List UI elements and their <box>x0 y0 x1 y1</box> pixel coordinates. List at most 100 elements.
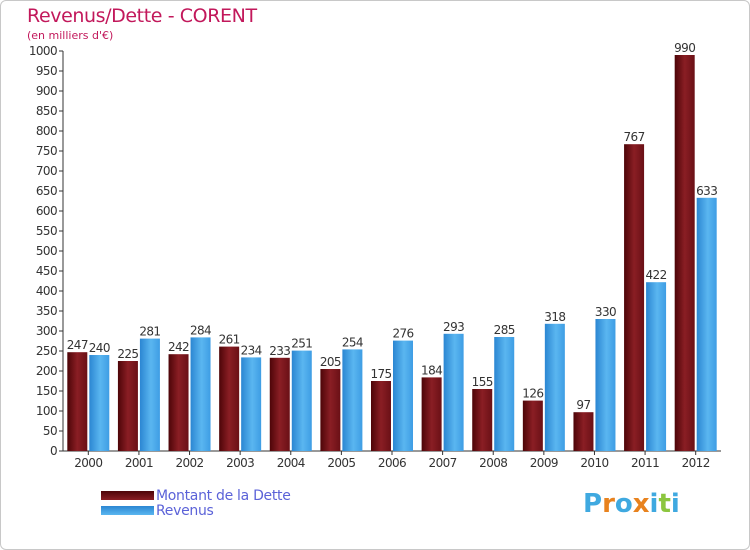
x-tick-label: 2012 <box>682 456 710 470</box>
y-tick-label: 750 <box>36 144 57 158</box>
x-tick-label: 2011 <box>631 456 659 470</box>
legend-swatch-debt <box>101 491 154 500</box>
y-tick-label: 500 <box>36 244 57 258</box>
bar-debt <box>168 354 189 451</box>
y-tick-label: 950 <box>36 64 57 78</box>
logo-letter: t <box>658 489 671 519</box>
chart-title: Revenus/Dette - CORENT <box>27 5 257 27</box>
x-tick-label: 2003 <box>226 456 254 470</box>
y-tick-label: 50 <box>43 424 57 438</box>
data-label-debt: 233 <box>269 344 290 358</box>
bar-debt <box>117 361 138 451</box>
data-label-debt: 242 <box>168 340 189 354</box>
bar-revenue <box>443 333 464 451</box>
y-tick-label: 650 <box>36 184 57 198</box>
bar-revenue <box>139 338 160 451</box>
bar-debt <box>320 369 341 451</box>
data-label-revenue: 422 <box>646 268 667 282</box>
data-label-revenue: 293 <box>443 320 464 334</box>
legend-label-debt: Montant de la Dette <box>156 487 291 504</box>
chart-subtitle: (en milliers d'€) <box>27 29 114 42</box>
data-label-debt: 184 <box>421 363 442 377</box>
y-tick-label: 300 <box>36 324 57 338</box>
data-label-revenue: 284 <box>190 323 211 337</box>
data-label-revenue: 633 <box>696 184 717 198</box>
x-tick-label: 2007 <box>429 456 457 470</box>
bar-revenue <box>291 350 312 451</box>
bar-revenue <box>696 197 717 451</box>
y-tick-label: 200 <box>36 364 57 378</box>
y-tick-label: 600 <box>36 204 57 218</box>
legend-item-revenue: Revenus <box>101 503 291 519</box>
data-label-revenue: 318 <box>544 310 565 324</box>
x-tick-label: 2010 <box>580 456 608 470</box>
logo-letter: r <box>602 489 615 519</box>
x-tick-label: 2005 <box>327 456 355 470</box>
logo-letter: x <box>632 489 650 519</box>
data-label-debt: 126 <box>522 387 543 401</box>
y-tick-label: 700 <box>36 164 57 178</box>
bar-revenue <box>241 357 262 451</box>
y-tick-label: 450 <box>36 264 57 278</box>
logo-letter: o <box>614 489 633 519</box>
data-label-revenue: 285 <box>494 323 515 337</box>
y-tick-label: 350 <box>36 304 57 318</box>
legend-item-debt: Montant de la Dette <box>101 487 291 504</box>
bar-debt <box>573 412 594 451</box>
data-label-revenue: 276 <box>392 327 413 341</box>
bar-debt <box>472 389 493 451</box>
data-label-debt: 155 <box>472 375 493 389</box>
y-tick-label: 850 <box>36 104 57 118</box>
y-tick-label: 150 <box>36 384 57 398</box>
x-tick-label: 2004 <box>277 456 305 470</box>
data-label-revenue: 234 <box>241 343 262 357</box>
bar-debt <box>67 352 88 451</box>
legend-swatch-revenue <box>101 506 154 515</box>
data-label-debt: 261 <box>219 333 240 347</box>
bar-debt <box>624 144 645 451</box>
y-tick-label: 0 <box>50 444 57 458</box>
x-tick-label: 2006 <box>378 456 406 470</box>
legend: Montant de la Dette Revenus <box>101 487 291 519</box>
data-label-revenue: 330 <box>595 305 616 319</box>
bar-debt <box>674 55 695 451</box>
x-tick-label: 2000 <box>74 456 102 470</box>
bar-revenue <box>494 337 515 451</box>
bar-revenue <box>190 337 211 451</box>
logo-letter: i <box>670 489 680 519</box>
y-tick-label: 100 <box>36 404 57 418</box>
x-tick-label: 2008 <box>479 456 507 470</box>
bar-revenue <box>646 282 667 451</box>
bar-revenue <box>544 323 565 451</box>
proxiti-logo: Proxiti <box>583 489 680 519</box>
data-label-debt: 990 <box>674 41 695 55</box>
y-tick-label: 1000 <box>29 44 57 58</box>
x-tick-label: 2009 <box>530 456 558 470</box>
data-label-debt: 247 <box>67 338 88 352</box>
bar-revenue <box>393 340 413 451</box>
data-label-revenue: 254 <box>342 335 363 349</box>
bar-debt <box>421 377 442 451</box>
y-tick-label: 550 <box>36 224 57 238</box>
bar-revenue <box>595 319 616 451</box>
data-label-revenue: 251 <box>291 337 312 351</box>
bar-debt <box>269 357 290 451</box>
logo-letter: i <box>649 489 659 519</box>
bar-debt <box>371 381 391 451</box>
data-label-debt: 767 <box>624 130 645 144</box>
data-label-debt: 225 <box>117 347 138 361</box>
y-tick-label: 400 <box>36 284 57 298</box>
bar-debt <box>522 400 543 451</box>
data-label-debt: 97 <box>576 398 590 412</box>
x-tick-label: 2001 <box>125 456 153 470</box>
data-label-revenue: 281 <box>139 325 160 339</box>
data-label-debt: 205 <box>320 355 341 369</box>
bar-debt <box>219 346 240 451</box>
y-tick-label: 900 <box>36 84 57 98</box>
data-label-debt: 175 <box>370 367 391 381</box>
y-tick-label: 250 <box>36 344 57 358</box>
bar-revenue <box>342 349 363 451</box>
